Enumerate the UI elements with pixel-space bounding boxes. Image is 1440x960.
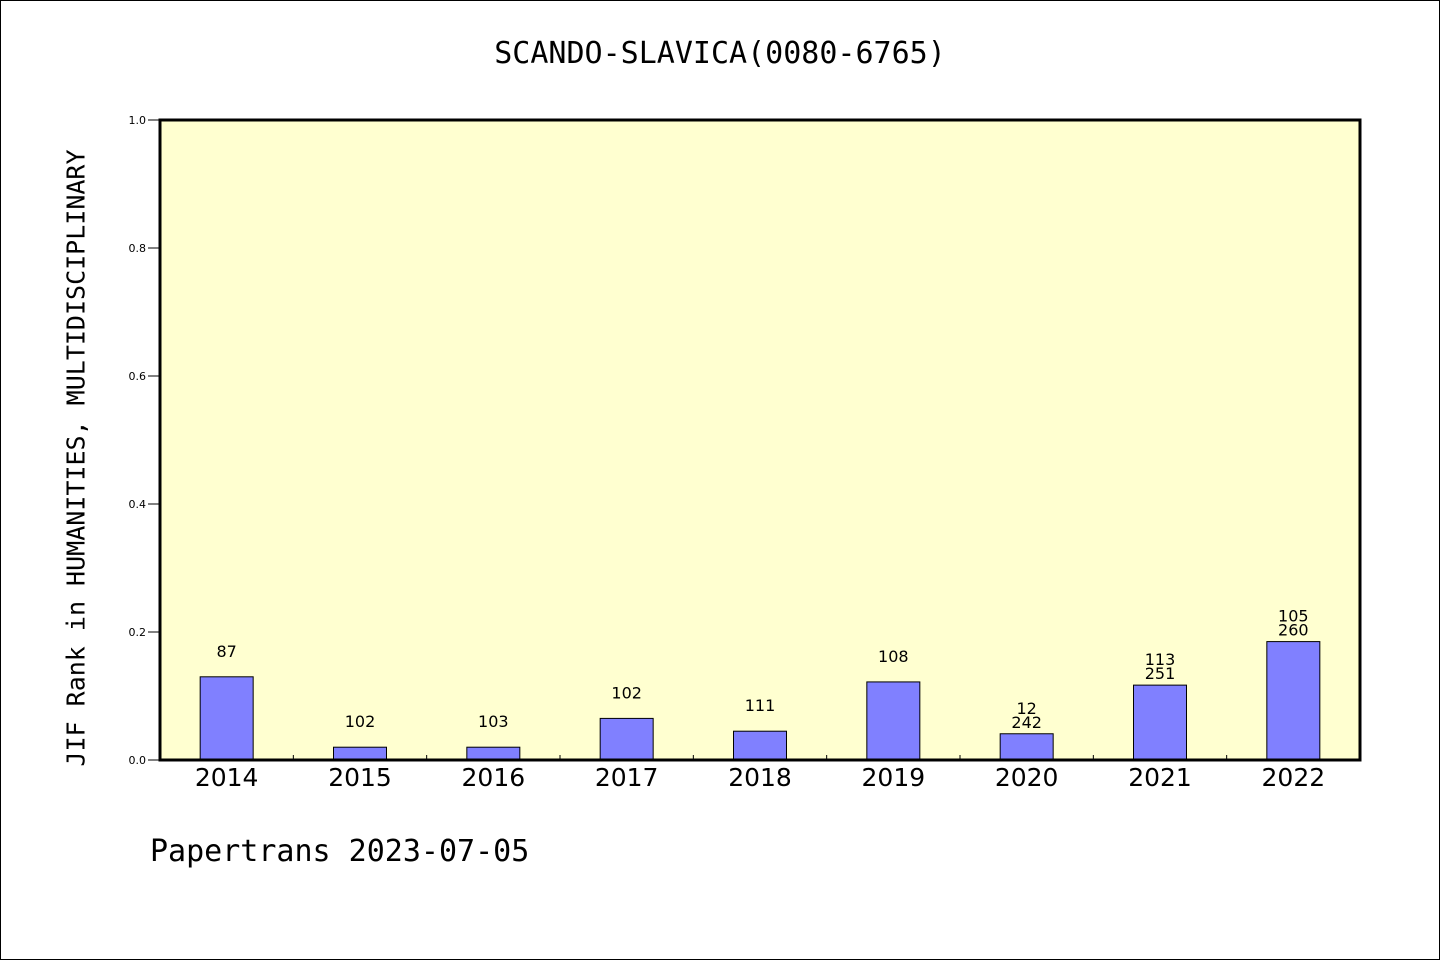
x-tick-label-2021: 2021 (1128, 763, 1192, 792)
x-tick-label-2015: 2015 (328, 763, 392, 792)
bar-label-2021-1: 113 (1145, 650, 1176, 669)
bar-label-2015: 102 (345, 712, 376, 731)
x-axis-ticks: 2014 2015 2016 2017 2018 2019 2020 2021 2022 (195, 755, 1325, 792)
y-axis-ticks: 0.0 0.2 0.4 0.6 0.8 1.0 (129, 114, 160, 767)
x-tick-label-2017: 2017 (595, 763, 659, 792)
bar-2022 (1266, 641, 1321, 761)
bar-label-2018: 111 (745, 696, 776, 715)
bar-label-2020-2: 242 (1011, 713, 1042, 732)
x-tick-label-2020: 2020 (995, 763, 1059, 792)
bar-label-2021-2: 251 (1145, 664, 1176, 683)
y-tick-label-0.6: 0.6 (129, 370, 147, 383)
y-tick-label-0.8: 0.8 (129, 242, 147, 255)
bar-2021 (1133, 684, 1187, 761)
bar-2014 (199, 676, 254, 761)
footer-credit: Papertrans 2023-07-05 (150, 834, 530, 869)
bar-label-2016: 103 (478, 712, 509, 731)
chart-title: SCANDO-SLAVICA(0080-6765) (494, 36, 946, 71)
x-tick-label-2016: 2016 (462, 763, 526, 792)
plot-area (160, 120, 1360, 760)
bar-label-2019: 108 (878, 647, 909, 666)
bar-2020 (999, 733, 1054, 761)
bar-2016 (466, 746, 521, 761)
bar-2017 (599, 717, 654, 761)
y-tick-label-0.2: 0.2 (129, 626, 147, 639)
bar-2019 (866, 681, 921, 761)
x-tick-label-2019: 2019 (862, 763, 926, 792)
bars-group (199, 641, 1321, 761)
bar-label-2020-1: 12 (1016, 699, 1036, 718)
x-tick-label-2022: 2022 (1262, 763, 1326, 792)
bar-label-2022-2: 260 (1278, 621, 1309, 640)
x-tick-label-2014: 2014 (195, 763, 259, 792)
y-tick-label-1.0: 1.0 (129, 114, 147, 127)
bar-2018 (733, 730, 787, 761)
bar-2015 (333, 746, 387, 761)
y-tick-label-0.4: 0.4 (129, 498, 147, 511)
bar-label-2022-1: 105 (1278, 607, 1309, 626)
bar-label-2017: 102 (611, 683, 642, 702)
plot-border (158, 118, 1362, 762)
bar-label-2014: 87 (216, 642, 236, 661)
x-tick-label-2018: 2018 (728, 763, 792, 792)
y-tick-label-0.0: 0.0 (129, 754, 147, 767)
